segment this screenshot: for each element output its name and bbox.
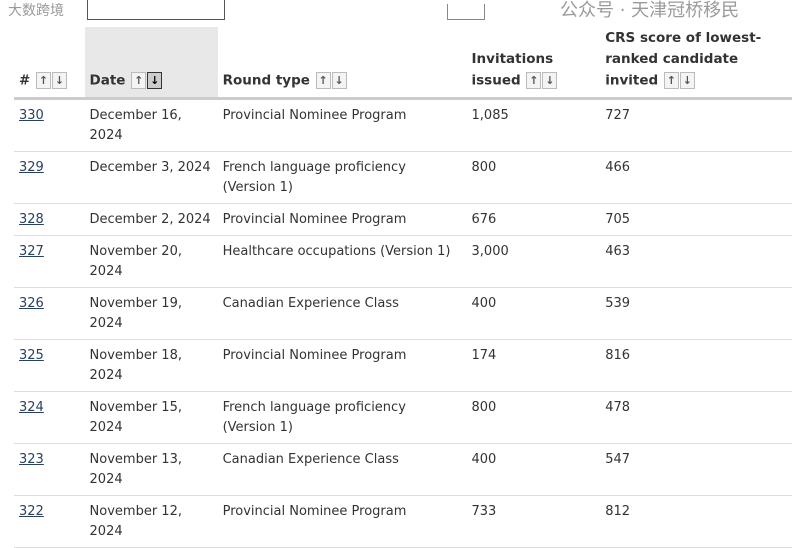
cell-date: November 15, 2024 [84,391,218,444]
cell-type: Healthcare occupations (Version 1) [217,235,467,288]
cell-date: November 20, 2024 [84,235,218,288]
table-row: 329 December 3, 2024 French language profi… [14,151,792,204]
round-link[interactable]: 329 [19,160,44,175]
round-link[interactable]: 324 [19,400,44,415]
table-row: 327 November 20, 2024 Healthcare occupatio… [14,235,792,288]
cell-date: November 18, 2024 [84,339,218,392]
cell-inv: 174 [466,339,601,392]
cell-inv: 800 [466,151,601,204]
column-header[interactable]: # ↑ ↓ [14,27,85,100]
arrow-up-icon[interactable]: ↑ [526,71,542,89]
round-link[interactable]: 330 [19,108,44,123]
entries-per-page-select[interactable] [447,4,485,20]
cell-crs: 705 [600,203,792,236]
cell-date: November 13, 2024 [84,443,218,496]
cell-num: 327 [14,235,85,288]
cell-inv: 733 [466,495,601,548]
cell-type: Provincial Nominee Program [217,495,467,548]
cell-crs: 547 [600,443,792,496]
cell-num: 322 [14,495,85,548]
round-link[interactable]: 325 [19,348,44,363]
arrow-down-icon[interactable]: ↓ [147,71,163,89]
arrow-up-icon[interactable]: ↑ [131,71,147,89]
column-label: Date [89,72,126,88]
cell-crs: 539 [600,287,792,340]
cell-inv: 3,000 [466,235,601,288]
arrow-down-icon[interactable]: ↓ [52,71,68,89]
cell-num: 324 [14,391,85,444]
column-header[interactable]: Round type ↑ ↓ [217,27,467,100]
cell-num: 326 [14,287,85,340]
cell-crs: 812 [600,495,792,548]
filter-input[interactable] [87,0,225,20]
cell-inv: 1,085 [466,98,601,152]
cell-crs: 466 [600,151,792,204]
cell-num: 328 [14,203,85,236]
column-label: CRS score of lowest-ranked candidate inv… [605,29,762,89]
cell-type: French language proficiency (Version 1) [217,151,467,204]
rounds-table: # ↑ ↓ Date ↑ ↓ Round type ↑ ↓ Invitations issu… [14,27,792,548]
column-label: Invitations issued [471,50,554,89]
arrow-down-icon[interactable]: ↓ [679,71,695,89]
cell-type: French language proficiency (Version 1) [217,391,467,444]
table-row: 325 November 18, 2024 Provincial Nominee P… [14,339,792,392]
cell-num: 329 [14,151,85,204]
cell-inv: 676 [466,203,601,236]
cell-type: Canadian Experience Class [217,287,467,340]
cell-crs: 463 [600,235,792,288]
round-link[interactable]: 323 [19,452,44,467]
arrow-up-icon[interactable]: ↑ [315,71,331,89]
watermark-right: 公众号 · 天津冠桥移民 [560,0,740,21]
cell-crs: 816 [600,339,792,392]
cell-inv: 800 [466,391,601,444]
cell-num: 330 [14,98,85,152]
cell-type: Canadian Experience Class [217,443,467,496]
round-link[interactable]: 322 [19,504,44,519]
cell-date: December 16, 2024 [84,98,218,152]
cell-type: Provincial Nominee Program [217,98,467,152]
cell-date: December 2, 2024 [84,203,218,236]
table-row: 330 December 16, 2024 Provincial Nominee P… [14,98,792,152]
arrow-down-icon[interactable]: ↓ [331,71,347,89]
arrow-up-icon[interactable]: ↑ [663,71,679,89]
table-row: 324 November 15, 2024 French language prof… [14,391,792,444]
cell-date: November 19, 2024 [84,287,218,340]
cell-date: November 12, 2024 [84,495,218,548]
arrow-down-icon[interactable]: ↓ [542,71,558,89]
cell-type: Provincial Nominee Program [217,203,467,236]
table-row: 322 November 12, 2024 Provincial Nominee P… [14,495,792,548]
cell-date: December 3, 2024 [84,151,218,204]
cell-type: Provincial Nominee Program [217,339,467,392]
cell-crs: 727 [600,98,792,152]
round-link[interactable]: 328 [19,212,44,227]
cell-inv: 400 [466,443,601,496]
round-link[interactable]: 326 [19,296,44,311]
table-row: 326 November 19, 2024 Canadian Experience … [14,287,792,340]
table-row: 328 December 2, 2024 Provincial Nominee Pr… [14,203,792,236]
arrow-up-icon[interactable]: ↑ [36,71,52,89]
column-header[interactable]: Date ↑ ↓ [84,27,218,100]
cell-num: 325 [14,339,85,392]
cell-num: 323 [14,443,85,496]
round-link[interactable]: 327 [19,244,44,259]
table-row: 323 November 13, 2024 Canadian Experience … [14,443,792,496]
cell-crs: 478 [600,391,792,444]
cell-inv: 400 [466,287,601,340]
column-header[interactable]: Invitations issued ↑ ↓ [466,27,601,100]
column-header[interactable]: CRS score of lowest-ranked candidate inv… [600,27,792,100]
column-label: Round type [222,72,310,88]
column-label: # [19,72,31,88]
watermark-left: 大数跨境 [8,3,64,19]
